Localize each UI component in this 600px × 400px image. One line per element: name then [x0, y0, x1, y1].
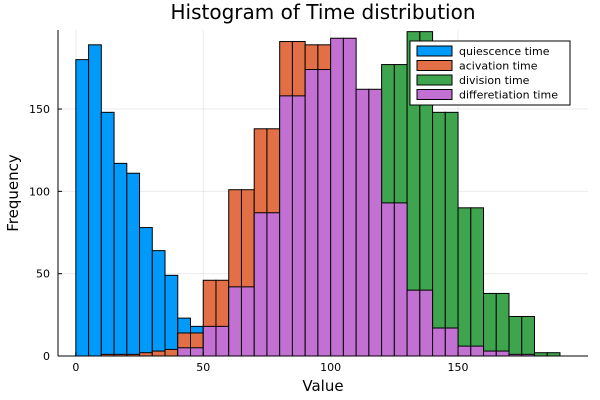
- x-tick-label: 100: [320, 361, 341, 374]
- y-tick-label: 100: [29, 185, 50, 198]
- bar: [457, 345, 472, 357]
- x-tick-label: 50: [196, 361, 210, 374]
- bar: [113, 162, 128, 357]
- bar: [419, 289, 434, 357]
- legend-swatch: [416, 45, 453, 57]
- y-axis-title: Frequency: [4, 154, 22, 232]
- y-tick-label: 0: [43, 350, 50, 363]
- y-ticks: 0 50 100 150: [29, 103, 62, 363]
- bar: [240, 286, 255, 357]
- bar: [432, 111, 446, 357]
- bar: [151, 350, 166, 357]
- bars: [75, 31, 561, 357]
- legend-swatch: [416, 60, 453, 71]
- legend-swatch: [416, 74, 453, 86]
- bar: [483, 350, 497, 357]
- x-ticks: 0 50 100 150: [72, 352, 469, 374]
- bar: [444, 327, 459, 357]
- bar: [126, 172, 141, 357]
- bar: [521, 315, 535, 357]
- bar: [100, 111, 115, 357]
- legend-swatch: [416, 89, 453, 100]
- bar: [483, 292, 497, 357]
- bar: [457, 207, 472, 357]
- bar: [266, 212, 281, 357]
- y-tick-label: 50: [36, 268, 50, 281]
- bar: [368, 88, 383, 357]
- y-tick-label: 150: [29, 103, 50, 116]
- bar: [228, 286, 242, 357]
- bar: [393, 202, 408, 357]
- bar: [470, 345, 485, 357]
- bar: [304, 69, 319, 357]
- bar: [253, 212, 268, 357]
- bar: [355, 88, 370, 357]
- bar: [190, 347, 204, 357]
- bar: [215, 325, 230, 357]
- legend-label: quiescence time: [459, 45, 550, 58]
- bar: [151, 250, 166, 357]
- chart-title: Histogram of Time distribution: [170, 0, 475, 24]
- bar: [75, 59, 90, 357]
- bar: [470, 207, 485, 357]
- bar: [508, 315, 523, 357]
- bar: [164, 274, 179, 357]
- legend-label: division time: [459, 74, 530, 87]
- bar: [432, 327, 446, 357]
- bar: [177, 347, 191, 357]
- legend-label: acivation time: [459, 60, 538, 73]
- bar: [317, 69, 332, 357]
- bar: [291, 95, 306, 357]
- bar: [88, 44, 102, 357]
- bar: [495, 292, 510, 357]
- x-tick-label: 0: [72, 361, 79, 374]
- bar: [139, 227, 153, 357]
- legend-label: differetiation time: [459, 89, 558, 102]
- bar: [330, 37, 344, 357]
- bar: [381, 202, 395, 357]
- bar: [164, 348, 179, 357]
- bar: [202, 325, 217, 357]
- bar: [342, 37, 357, 357]
- bar: [495, 350, 510, 357]
- x-tick-label: 150: [448, 361, 469, 374]
- bar: [406, 289, 421, 357]
- axes: [57, 30, 588, 357]
- bar: [444, 111, 459, 357]
- bar: [279, 95, 293, 357]
- x-axis-title: Value: [302, 377, 343, 395]
